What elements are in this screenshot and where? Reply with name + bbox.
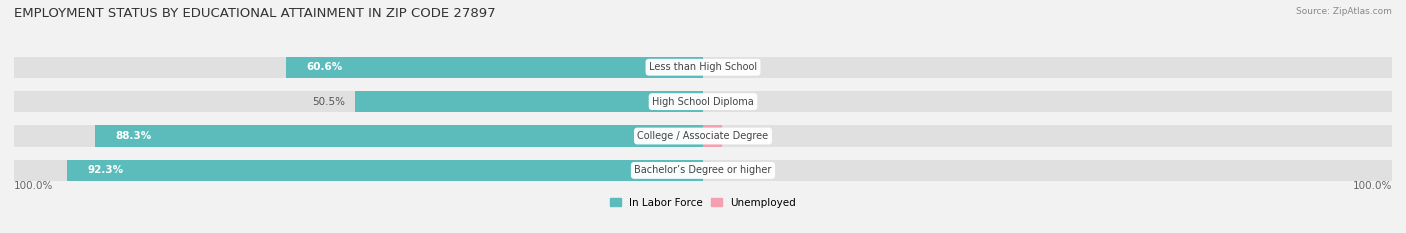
Bar [285,57,703,78]
Text: 0.0%: 0.0% [717,97,742,107]
Text: 2.8%: 2.8% [737,131,762,141]
Text: 60.6%: 60.6% [307,62,343,72]
Text: Bachelor’s Degree or higher: Bachelor’s Degree or higher [634,165,772,175]
Bar [14,57,1392,78]
Bar [14,91,1392,112]
Legend: In Labor Force, Unemployed: In Labor Force, Unemployed [606,194,800,212]
Text: Less than High School: Less than High School [650,62,756,72]
Text: 92.3%: 92.3% [87,165,124,175]
Text: 0.0%: 0.0% [717,165,742,175]
Bar [14,125,1392,147]
Bar [356,91,703,112]
Bar [67,160,703,181]
Bar [14,160,1392,181]
Text: 100.0%: 100.0% [14,181,53,191]
Text: 50.5%: 50.5% [312,97,344,107]
Text: 88.3%: 88.3% [115,131,152,141]
Text: High School Diploma: High School Diploma [652,97,754,107]
Bar [94,125,703,147]
Text: College / Associate Degree: College / Associate Degree [637,131,769,141]
Bar [703,125,723,147]
Text: Source: ZipAtlas.com: Source: ZipAtlas.com [1296,7,1392,16]
Text: 100.0%: 100.0% [1353,181,1392,191]
Text: 0.0%: 0.0% [717,62,742,72]
Text: EMPLOYMENT STATUS BY EDUCATIONAL ATTAINMENT IN ZIP CODE 27897: EMPLOYMENT STATUS BY EDUCATIONAL ATTAINM… [14,7,496,20]
